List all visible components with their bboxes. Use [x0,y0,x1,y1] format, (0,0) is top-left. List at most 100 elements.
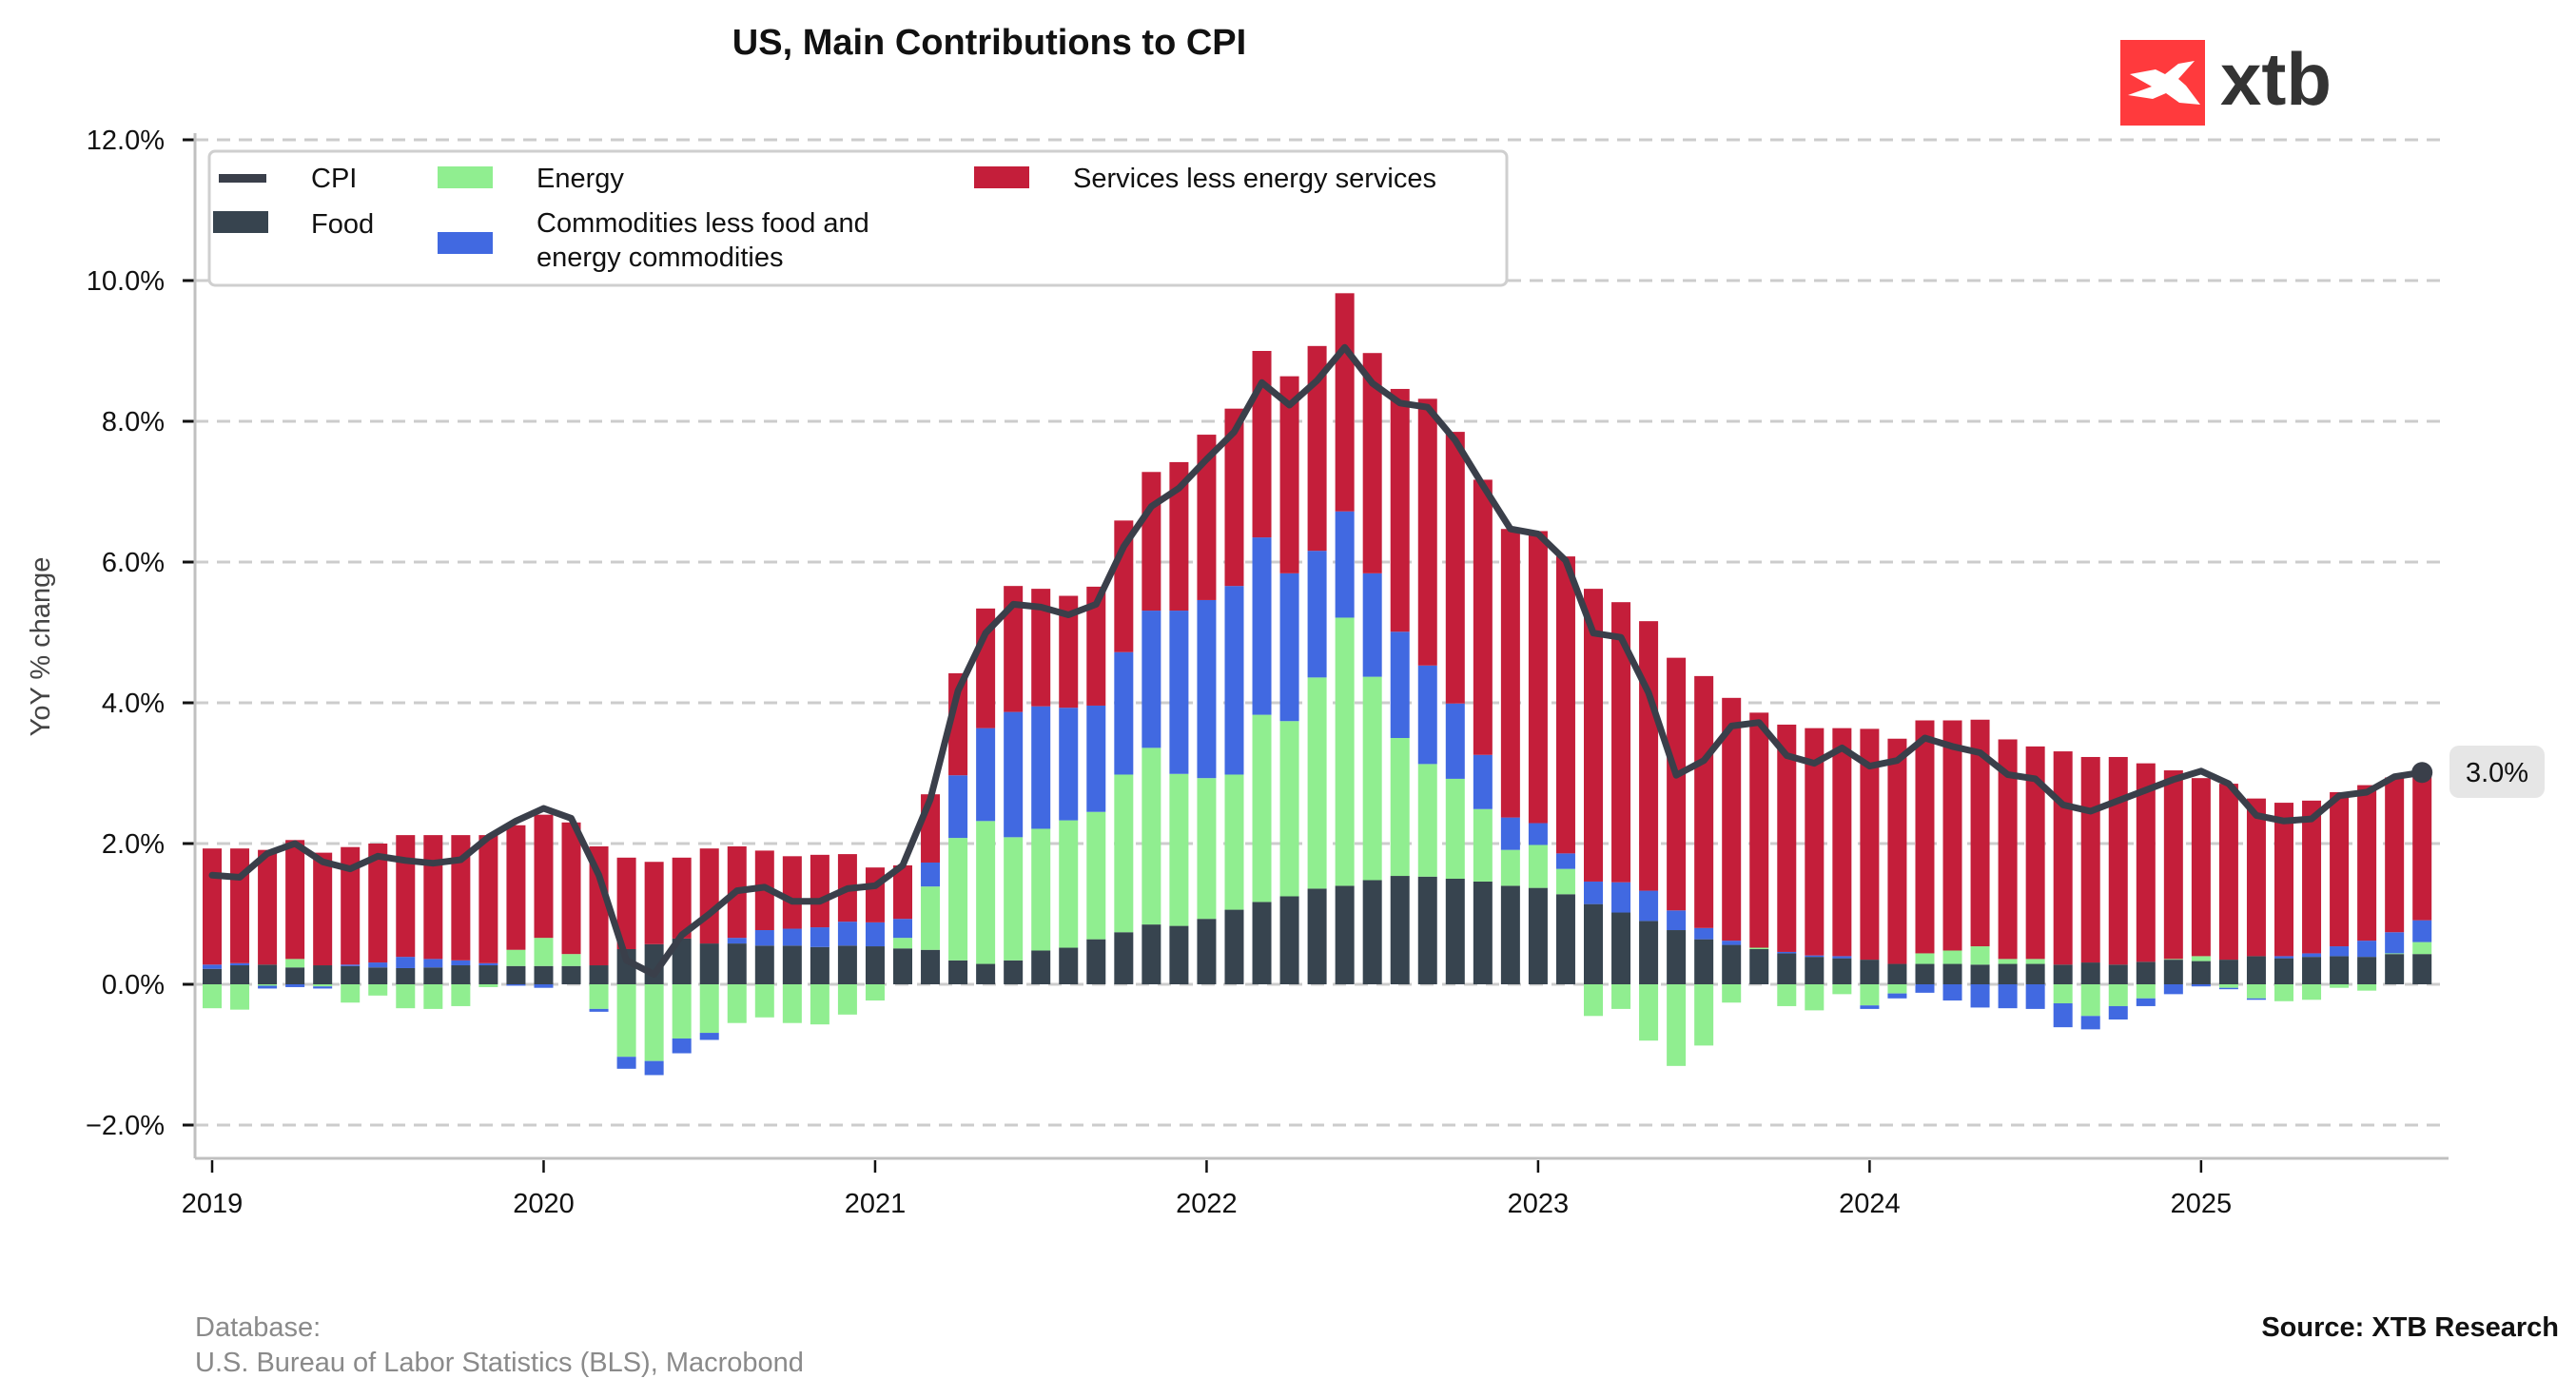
bar-segment-energy [1528,845,1548,888]
bar-segment-food [258,964,278,984]
bar-segment-energy [230,984,250,1010]
bar-segment-energy [1142,748,1161,925]
bar-segment-commodities-less-food-and-energy-commodities [1169,611,1189,774]
bar-segment-food [341,965,361,984]
bar-segment-services-less-energy-services [2163,770,2183,960]
footer-database-source: U.S. Bureau of Labor Statistics (BLS), M… [195,1348,804,1378]
bar-segment-services-less-energy-services [1555,556,1575,854]
bar-segment-services-less-energy-services [2136,763,2156,962]
legend-swatch-services [974,166,1029,188]
bar-segment-commodities-less-food-and-energy-commodities [1279,573,1299,722]
bar-segment-energy [1611,984,1631,1009]
bar-segment-commodities-less-food-and-energy-commodities [1500,817,1520,850]
bar-segment-energy [285,959,305,968]
bar-segment-commodities-less-food-and-energy-commodities [699,1033,719,1040]
chart-title: US, Main Contributions to CPI [732,23,1246,63]
bar-segment-energy [423,984,443,1009]
x-tick-label: 2019 [182,1189,244,1219]
bar-segment-commodities-less-food-and-energy-commodities [1417,665,1437,765]
bar-segment-services-less-energy-services [2412,773,2432,921]
bar-segment-energy [1473,808,1493,882]
bar-segment-energy [1749,947,1769,949]
bar-segment-energy [2163,959,2183,961]
bar-segment-services-less-energy-services [2218,784,2238,961]
bar-segment-food [1722,944,1742,984]
bar-segment-services-less-energy-services [893,864,912,920]
bar-segment-food [1555,894,1575,984]
bar-segment-energy [2191,956,2211,961]
last-value-badge-box [2449,746,2545,798]
bar-segment-services-less-energy-services [285,840,305,960]
bar-segment-food [1970,964,1990,984]
bar-segment-food [2246,956,2266,984]
bar-segment-energy [1887,984,1907,994]
footer-source: Source: XTB Research [2261,1312,2559,1343]
bar-segment-commodities-less-food-and-energy-commodities [1970,984,1990,1008]
bar-segment-energy [341,984,361,1003]
bar-segment-food [1252,902,1272,984]
bar-segment-food [423,967,443,984]
legend-box [207,149,1509,287]
bar-segment-food [1335,885,1355,984]
bar-segment-commodities-less-food-and-energy-commodities [1887,993,1907,999]
bar-segment-services-less-energy-services [451,835,471,961]
bar-segment-commodities-less-food-and-energy-commodities [1832,956,1852,959]
bar-segment-commodities-less-food-and-energy-commodities [2163,984,2183,995]
bar-segment-services-less-energy-services [2108,756,2128,965]
bar-segment-commodities-less-food-and-energy-commodities [2218,987,2238,990]
bar-segment-commodities-less-food-and-energy-commodities [1998,984,2018,1009]
bar-segment-food [699,943,719,984]
bar-segment-commodities-less-food-and-energy-commodities [1114,651,1134,775]
bar-segment-services-less-energy-services [203,848,222,965]
bar-segment-commodities-less-food-and-energy-commodities [285,984,305,987]
bar-segment-services-less-energy-services [313,852,333,966]
bar-segment-energy [1114,774,1134,933]
bar-segment-energy [1722,984,1742,1003]
bar-segment-energy [2357,984,2377,991]
cpi-line [208,343,2426,979]
bar-segment-food [2385,954,2405,984]
bar-segment-food [1390,876,1410,984]
bar-segment-energy [893,938,912,949]
xtb-logo: xtb [2120,37,2332,126]
bar-segment-services-less-energy-services [2080,756,2100,963]
bar-segment-services-less-energy-services [1417,398,1437,666]
bar-segment-energy [1942,950,1962,964]
bar-segment-food [865,946,885,984]
bar-segment-commodities-less-food-and-energy-commodities [1445,703,1465,779]
bar-segment-food [2218,960,2238,984]
bar-segment-services-less-energy-services [644,862,664,944]
bar-segment-commodities-less-food-and-energy-commodities [2108,1005,2128,1019]
bar-segment-energy [2136,984,2156,999]
bar-segment-services-less-energy-services [589,845,609,966]
stacked-bars [203,293,2432,1076]
bar-segment-commodities-less-food-and-energy-commodities [1059,708,1079,821]
bar-segment-services-less-energy-services [1805,728,1825,956]
bar-segment-energy [313,984,333,987]
bar-segment-food [2053,964,2073,984]
bar-segment-food [948,960,968,984]
bar-segment-services-less-energy-services [1942,720,1962,951]
bar-segment-food [1004,960,1024,984]
bar-segment-commodities-less-food-and-energy-commodities [837,922,857,946]
bar-segment-food [1694,939,1714,984]
bar-segment-food [1417,876,1437,984]
bar-segment-food [1584,903,1603,984]
bar-segment-food [1832,958,1852,984]
bar-segment-services-less-energy-services [2191,778,2211,957]
y-tick-label: 10.0% [87,266,165,297]
legend-item-energy: Energy [438,164,624,194]
legend-label-cpi: CPI [311,164,357,194]
bar-segment-food [1749,949,1769,984]
bar-segment-energy [2080,984,2100,1017]
bar-segment-services-less-energy-services [1611,602,1631,883]
bar-segment-energy [589,984,609,1009]
bar-segment-energy [2412,942,2432,955]
bar-segment-commodities-less-food-and-energy-commodities [506,984,526,986]
bar-segment-food [2191,961,2211,984]
bar-segment-energy [1805,984,1825,1011]
bar-segment-energy [810,984,829,1025]
bar-segment-services-less-energy-services [1142,472,1161,612]
bar-segment-food [1445,879,1465,984]
bar-segment-commodities-less-food-and-energy-commodities [1528,823,1548,845]
